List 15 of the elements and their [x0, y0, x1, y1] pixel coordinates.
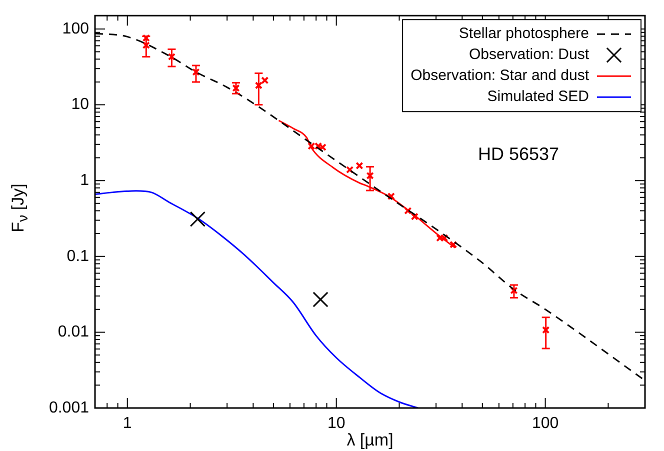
legend-label: Stellar photosphere [458, 25, 589, 42]
legend-label: Observation: Dust [468, 46, 590, 64]
y-tick-label: 10 [71, 96, 90, 114]
y-tick-label: 0.01 [58, 324, 90, 341]
x-axis-title: λ [µm] [346, 430, 394, 450]
y-tick-label: 0.1 [66, 248, 90, 265]
x-tick-label: 100 [532, 415, 559, 432]
legend-label: Observation: Star and dust [410, 67, 590, 84]
x-tick-label: 1 [122, 415, 132, 432]
x-tick-label: 10 [327, 415, 346, 432]
y-tick-label: 1 [80, 172, 90, 189]
y-tick-label: 0.001 [48, 399, 90, 416]
y-tick-label: 100 [62, 20, 90, 38]
legend-label: Simulated SED [487, 88, 590, 106]
annotation: HD 56537 [478, 144, 560, 164]
